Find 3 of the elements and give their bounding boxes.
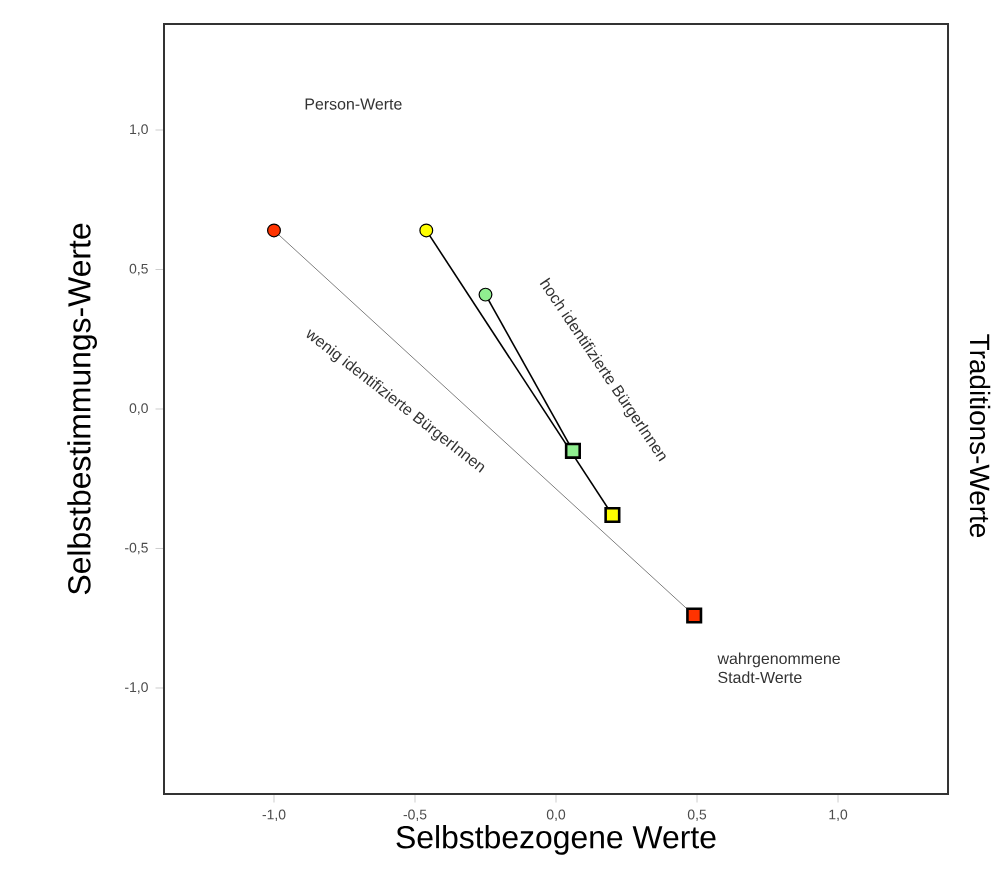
y-axis-title: Selbstbestimmungs-Werte <box>67 223 97 595</box>
y2-axis-title: Traditions-Werte <box>969 334 991 538</box>
x-axis-title: Selbstbezogene Werte <box>396 825 716 855</box>
